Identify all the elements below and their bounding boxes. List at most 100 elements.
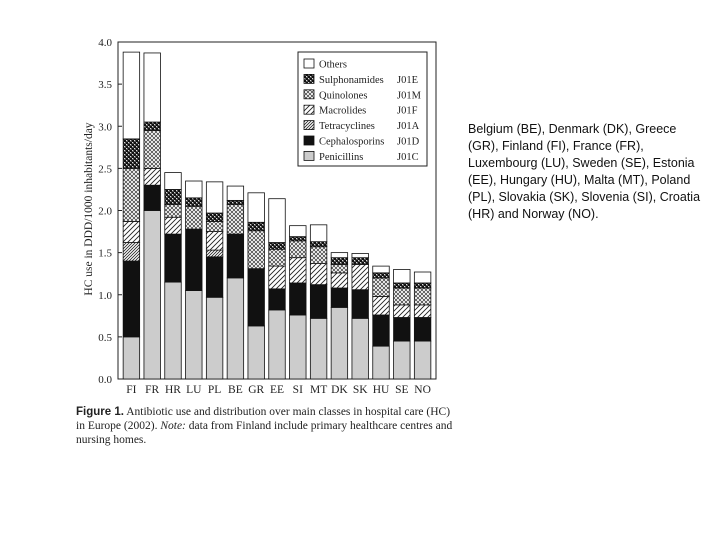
bar-segment-hr-others	[164, 172, 182, 190]
bar-segment-pl-macrolides	[205, 231, 224, 251]
legend-code-cephalosporins: J01D	[397, 137, 420, 148]
legend-code-tetracyclines: J01A	[397, 121, 420, 132]
bar-segment-fi-penicillins	[122, 336, 141, 380]
legend-swatch-sulphonamides	[303, 74, 315, 84]
bar-segment-si-others	[289, 225, 307, 238]
legend-label-tetracyclines: Tetracyclines	[319, 121, 375, 132]
bar-segment-gr-penicillins	[247, 325, 265, 380]
legend-label-sulphonamides: Sulphonamides	[319, 75, 384, 86]
bar-segment-no-others	[413, 271, 432, 284]
bar-segment-sk-penicillins	[351, 317, 369, 380]
legend-code-quinolones: J01M	[397, 90, 422, 101]
bar-stack-fi	[122, 51, 141, 380]
bar-segment-hu-quinolones	[372, 277, 390, 297]
bar-segment-hr-penicillins	[164, 281, 182, 380]
bar-segment-no-macrolides	[413, 304, 432, 318]
legend-code-sulphonamides: J01E	[397, 75, 418, 86]
bar-segment-hu-others	[372, 265, 390, 274]
bar-segment-hr-quinolones	[164, 204, 182, 218]
legend-label-others: Others	[319, 60, 347, 71]
figure-caption: Figure 1. Antibiotic use and distributio…	[76, 405, 456, 447]
x-category-label: PL	[208, 384, 221, 396]
bar-segment-ee-macrolides	[268, 265, 286, 290]
bar-segment-se-others	[393, 269, 411, 284]
bar-segment-hr-sulphonamides	[164, 189, 182, 206]
bar-segment-ee-sulphonamides	[268, 242, 286, 250]
bar-segment-be-penicillins	[226, 277, 245, 380]
x-category-label: BE	[228, 384, 243, 396]
x-category-label: SK	[353, 384, 368, 396]
legend-swatch-cephalosporins	[303, 135, 315, 146]
bar-segment-fi-macrolides	[122, 221, 141, 243]
bar-segment-mt-quinolones	[309, 246, 328, 264]
x-category-label: HU	[373, 384, 390, 396]
bar-segment-hu-macrolides	[372, 296, 390, 316]
bar-segment-pl-tetracyclines	[205, 249, 224, 258]
x-category-label: EE	[270, 384, 284, 396]
bar-segment-lu-cephalosporins	[185, 228, 203, 291]
bar-segment-fi-cephalosporins	[122, 260, 141, 338]
x-category-label: SE	[395, 384, 408, 396]
caption-text: Antibiotic use and distribution over mai…	[76, 406, 451, 432]
bar-segment-hr-cephalosporins	[164, 233, 182, 283]
legend-label-cephalosporins: Cephalosporins	[319, 137, 384, 148]
bar-stack-mt	[309, 224, 328, 380]
bar-segment-be-sulphonamides	[226, 199, 245, 206]
bar-segment-fi-others	[122, 51, 141, 140]
bar-segment-mt-cephalosporins	[309, 284, 328, 319]
bar-segment-gr-cephalosporins	[247, 268, 265, 327]
caption-note-text: data from Finland include primary health…	[76, 420, 453, 446]
bar-stack-sk	[351, 253, 369, 380]
bar-segment-fi-tetracyclines	[122, 242, 141, 262]
bar-segment-lu-quinolones	[185, 205, 203, 230]
y-tick-label: 0.0	[98, 374, 112, 386]
x-category-label: LU	[186, 384, 202, 396]
legend-label-penicillins: Penicillins	[319, 152, 363, 163]
x-category-label: SI	[293, 384, 303, 396]
y-tick-label: 2.5	[98, 163, 112, 175]
x-category-label: NO	[414, 384, 431, 396]
bar-segment-hu-penicillins	[372, 345, 390, 380]
bar-segment-gr-quinolones	[247, 230, 265, 270]
bar-stack-gr	[247, 192, 265, 380]
legend-code-penicillins: J01C	[397, 152, 419, 163]
bar-segment-sk-others	[351, 253, 369, 259]
bar-segment-pl-others	[205, 181, 224, 214]
bar-segment-dk-cephalosporins	[330, 287, 349, 308]
x-category-label: MT	[310, 384, 327, 396]
x-category-label: DK	[331, 384, 348, 396]
bar-segment-fi-sulphonamides	[122, 138, 141, 169]
y-tick-label: 4.0	[98, 37, 112, 49]
x-category-label: GR	[248, 384, 264, 396]
bar-segment-se-penicillins	[393, 340, 411, 380]
bar-segment-be-cephalosporins	[226, 233, 245, 279]
bar-segment-hu-cephalosporins	[372, 314, 390, 347]
legend-box	[297, 51, 428, 167]
bar-segment-se-macrolides	[393, 304, 411, 318]
bar-segment-se-sulphonamides	[393, 282, 411, 289]
bar-segment-ee-quinolones	[268, 248, 286, 267]
bar-segment-si-quinolones	[289, 240, 307, 259]
bar-segment-no-quinolones	[413, 287, 432, 306]
legend-swatch-macrolides	[303, 104, 315, 115]
legend-swatch-quinolones	[303, 89, 315, 100]
bar-segment-hr-macrolides	[164, 216, 182, 235]
bar-segment-ee-others	[268, 198, 286, 243]
bar-segment-fr-macrolides	[143, 167, 161, 186]
bar-stack-ee	[268, 198, 286, 380]
caption-label: Figure 1.	[76, 406, 124, 418]
y-tick-label: 0.5	[98, 332, 112, 344]
bar-segment-dk-macrolides	[330, 272, 349, 289]
y-tick-label: 1.5	[98, 248, 112, 260]
bar-segment-mt-macrolides	[309, 263, 328, 286]
bar-stack-si	[289, 225, 307, 380]
bar-segment-fr-sulphonamides	[143, 121, 161, 131]
bar-stack-hr	[164, 172, 182, 380]
bar-segment-lu-sulphonamides	[185, 197, 203, 207]
legend-swatch-tetracyclines	[303, 120, 315, 130]
bar-segment-si-penicillins	[289, 314, 307, 380]
legend-swatch-penicillins	[303, 150, 315, 161]
bar-segment-se-cephalosporins	[393, 317, 411, 342]
bar-segment-fi-quinolones	[122, 167, 141, 222]
